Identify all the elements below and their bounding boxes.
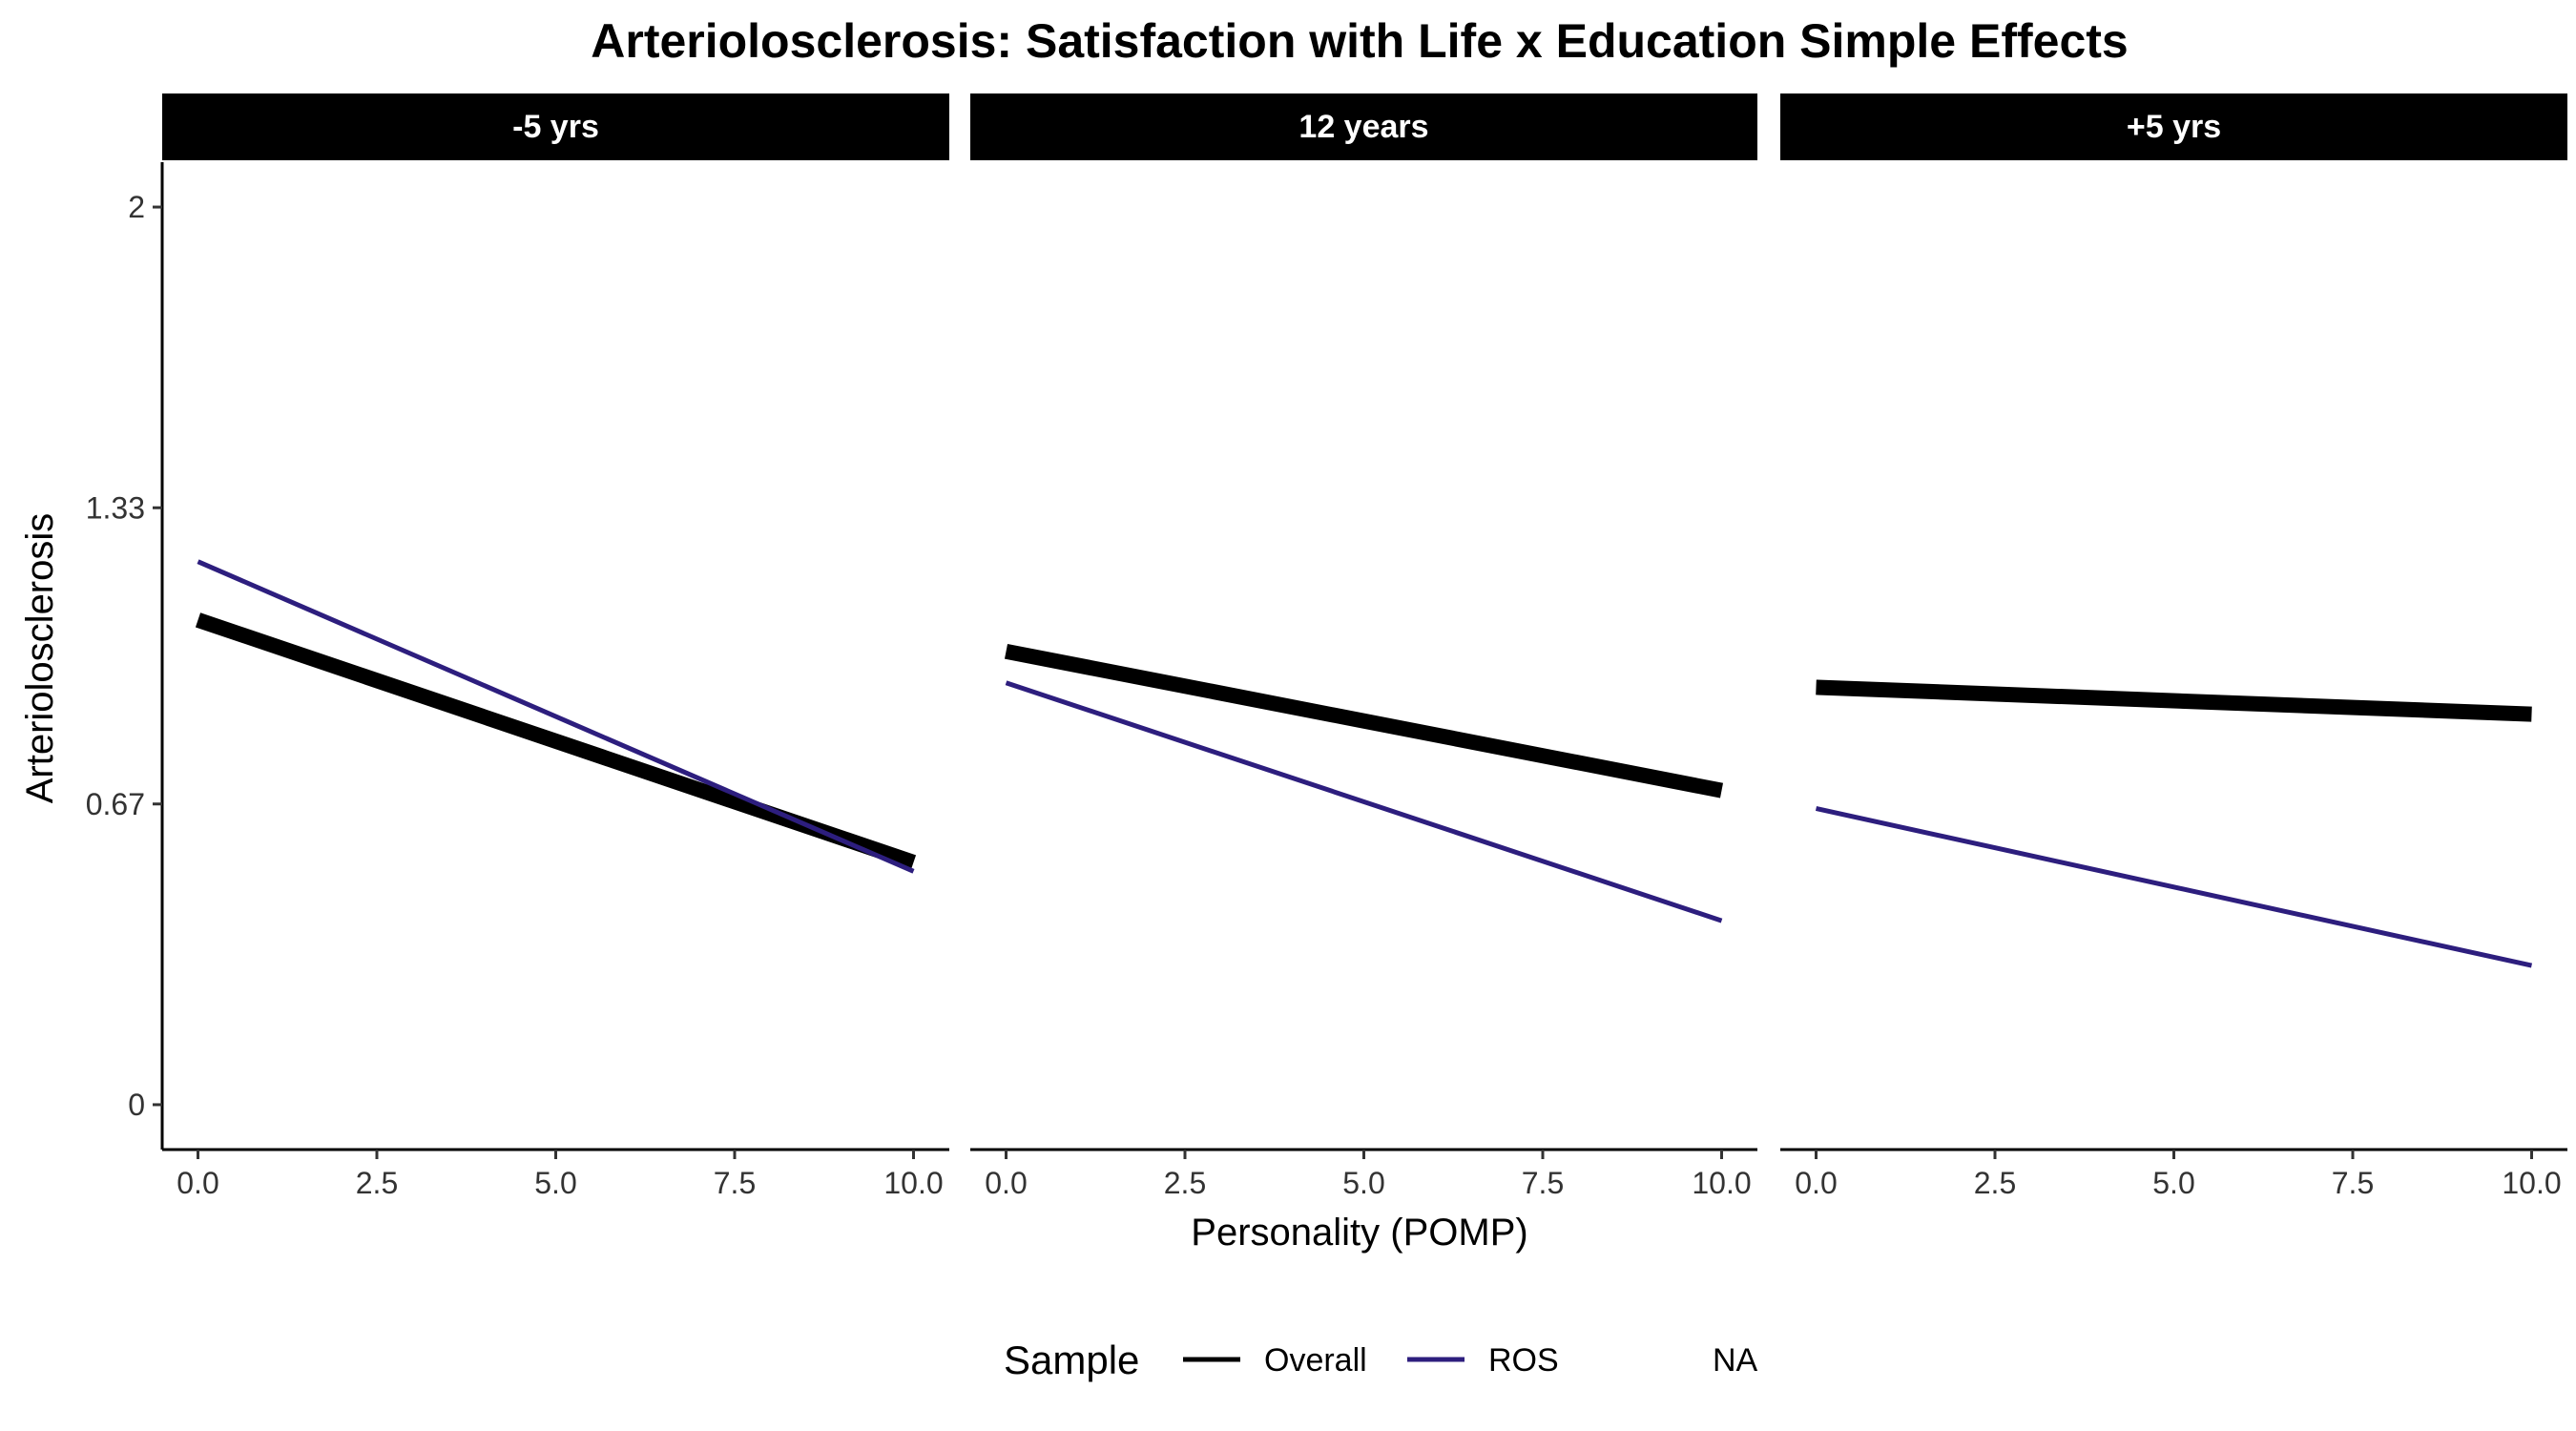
panel-strip-label: +5 yrs — [2127, 109, 2221, 145]
x-tick-label: 10.0 — [2502, 1166, 2561, 1200]
x-tick-label: 7.5 — [2332, 1166, 2374, 1200]
legend-title: Sample — [1004, 1338, 1139, 1382]
y-tick-label: 0.67 — [86, 787, 145, 821]
x-tick-label: 7.5 — [1522, 1166, 1564, 1200]
x-tick-label: 5.0 — [1342, 1166, 1384, 1200]
y-tick-label: 2 — [128, 190, 145, 224]
x-tick-label: 5.0 — [2152, 1166, 2194, 1200]
panels: -5 yrs 0.0 2.5 5.0 7.5 10.0 0 0.67 1.33 2 12 years… — [86, 93, 2567, 1200]
series-line-ros — [197, 559, 915, 874]
panel-strip-label: 12 years — [1298, 109, 1428, 145]
chart-title: Arteriolosclerosis: Satisfaction with Li… — [591, 14, 2128, 68]
x-tick-label: 2.5 — [1164, 1166, 1206, 1200]
x-tick-label: 0.0 — [177, 1166, 218, 1200]
x-tick-label: 2.5 — [1974, 1166, 2016, 1200]
legend-label-na: NA — [1713, 1342, 1758, 1379]
x-tick-label: 5.0 — [534, 1166, 576, 1200]
x-tick-label: 2.5 — [356, 1166, 398, 1200]
panel-strip — [970, 93, 1757, 160]
x-tick-label: 0.0 — [985, 1166, 1027, 1200]
y-tick-label: 1.33 — [86, 490, 145, 525]
panel-2: 12 years 0.0 2.5 5.0 7.5 10.0 — [970, 93, 1757, 1200]
legend: Sample Overall ROS NA — [1004, 1338, 1758, 1382]
series-line-ros — [1005, 680, 1723, 923]
x-tick-label: 7.5 — [714, 1166, 756, 1200]
x-tick-label: 0.0 — [1795, 1166, 1837, 1200]
legend-label-overall: Overall — [1264, 1342, 1367, 1379]
series-line-overall — [1004, 643, 1724, 798]
panel-1: -5 yrs 0.0 2.5 5.0 7.5 10.0 0 0.67 1.33 2 — [86, 93, 949, 1200]
series-line-ros — [1815, 806, 2533, 968]
panel-strip-label: -5 yrs — [512, 109, 599, 145]
panel-strip — [1780, 93, 2567, 160]
panel-strip — [162, 93, 949, 160]
y-tick-label: 0 — [128, 1088, 145, 1122]
series-line-overall — [1816, 679, 2532, 722]
x-tick-label: 10.0 — [883, 1166, 943, 1200]
legend-label-ros: ROS — [1488, 1342, 1559, 1379]
panel-3: +5 yrs 0.0 2.5 5.0 7.5 10.0 — [1780, 93, 2567, 1200]
x-axis-title: Personality (POMP) — [1191, 1212, 1527, 1254]
x-tick-label: 10.0 — [1692, 1166, 1751, 1200]
y-axis-title: Arteriolosclerosis — [19, 513, 61, 804]
